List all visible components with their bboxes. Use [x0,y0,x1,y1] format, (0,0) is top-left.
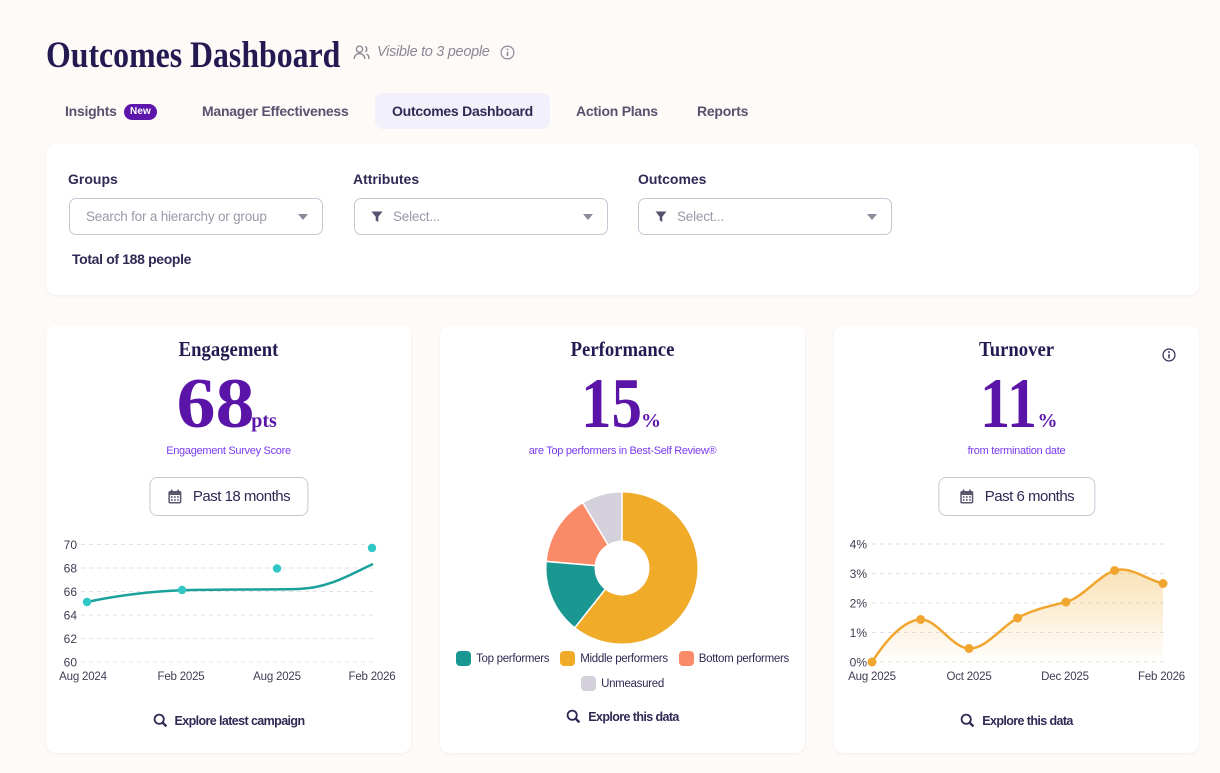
svg-text:70: 70 [64,538,78,552]
svg-text:4%: 4% [850,538,868,552]
svg-text:Aug 2025: Aug 2025 [848,671,896,683]
svg-text:Aug 2025: Aug 2025 [253,671,301,683]
svg-text:1%: 1% [850,626,868,640]
svg-text:66: 66 [64,585,78,599]
svg-text:2%: 2% [850,597,868,611]
svg-text:3%: 3% [850,567,868,581]
svg-text:Feb 2026: Feb 2026 [349,671,396,683]
svg-text:62: 62 [64,632,78,646]
svg-text:Feb 2025: Feb 2025 [158,671,205,683]
svg-text:Oct 2025: Oct 2025 [946,671,991,683]
svg-text:Feb 2026: Feb 2026 [1138,671,1185,683]
svg-text:68: 68 [64,562,78,576]
svg-text:64: 64 [64,609,78,623]
svg-text:Dec 2025: Dec 2025 [1041,671,1089,683]
svg-text:60: 60 [64,656,78,670]
svg-text:0%: 0% [850,656,868,670]
svg-text:Aug 2024: Aug 2024 [59,671,107,683]
